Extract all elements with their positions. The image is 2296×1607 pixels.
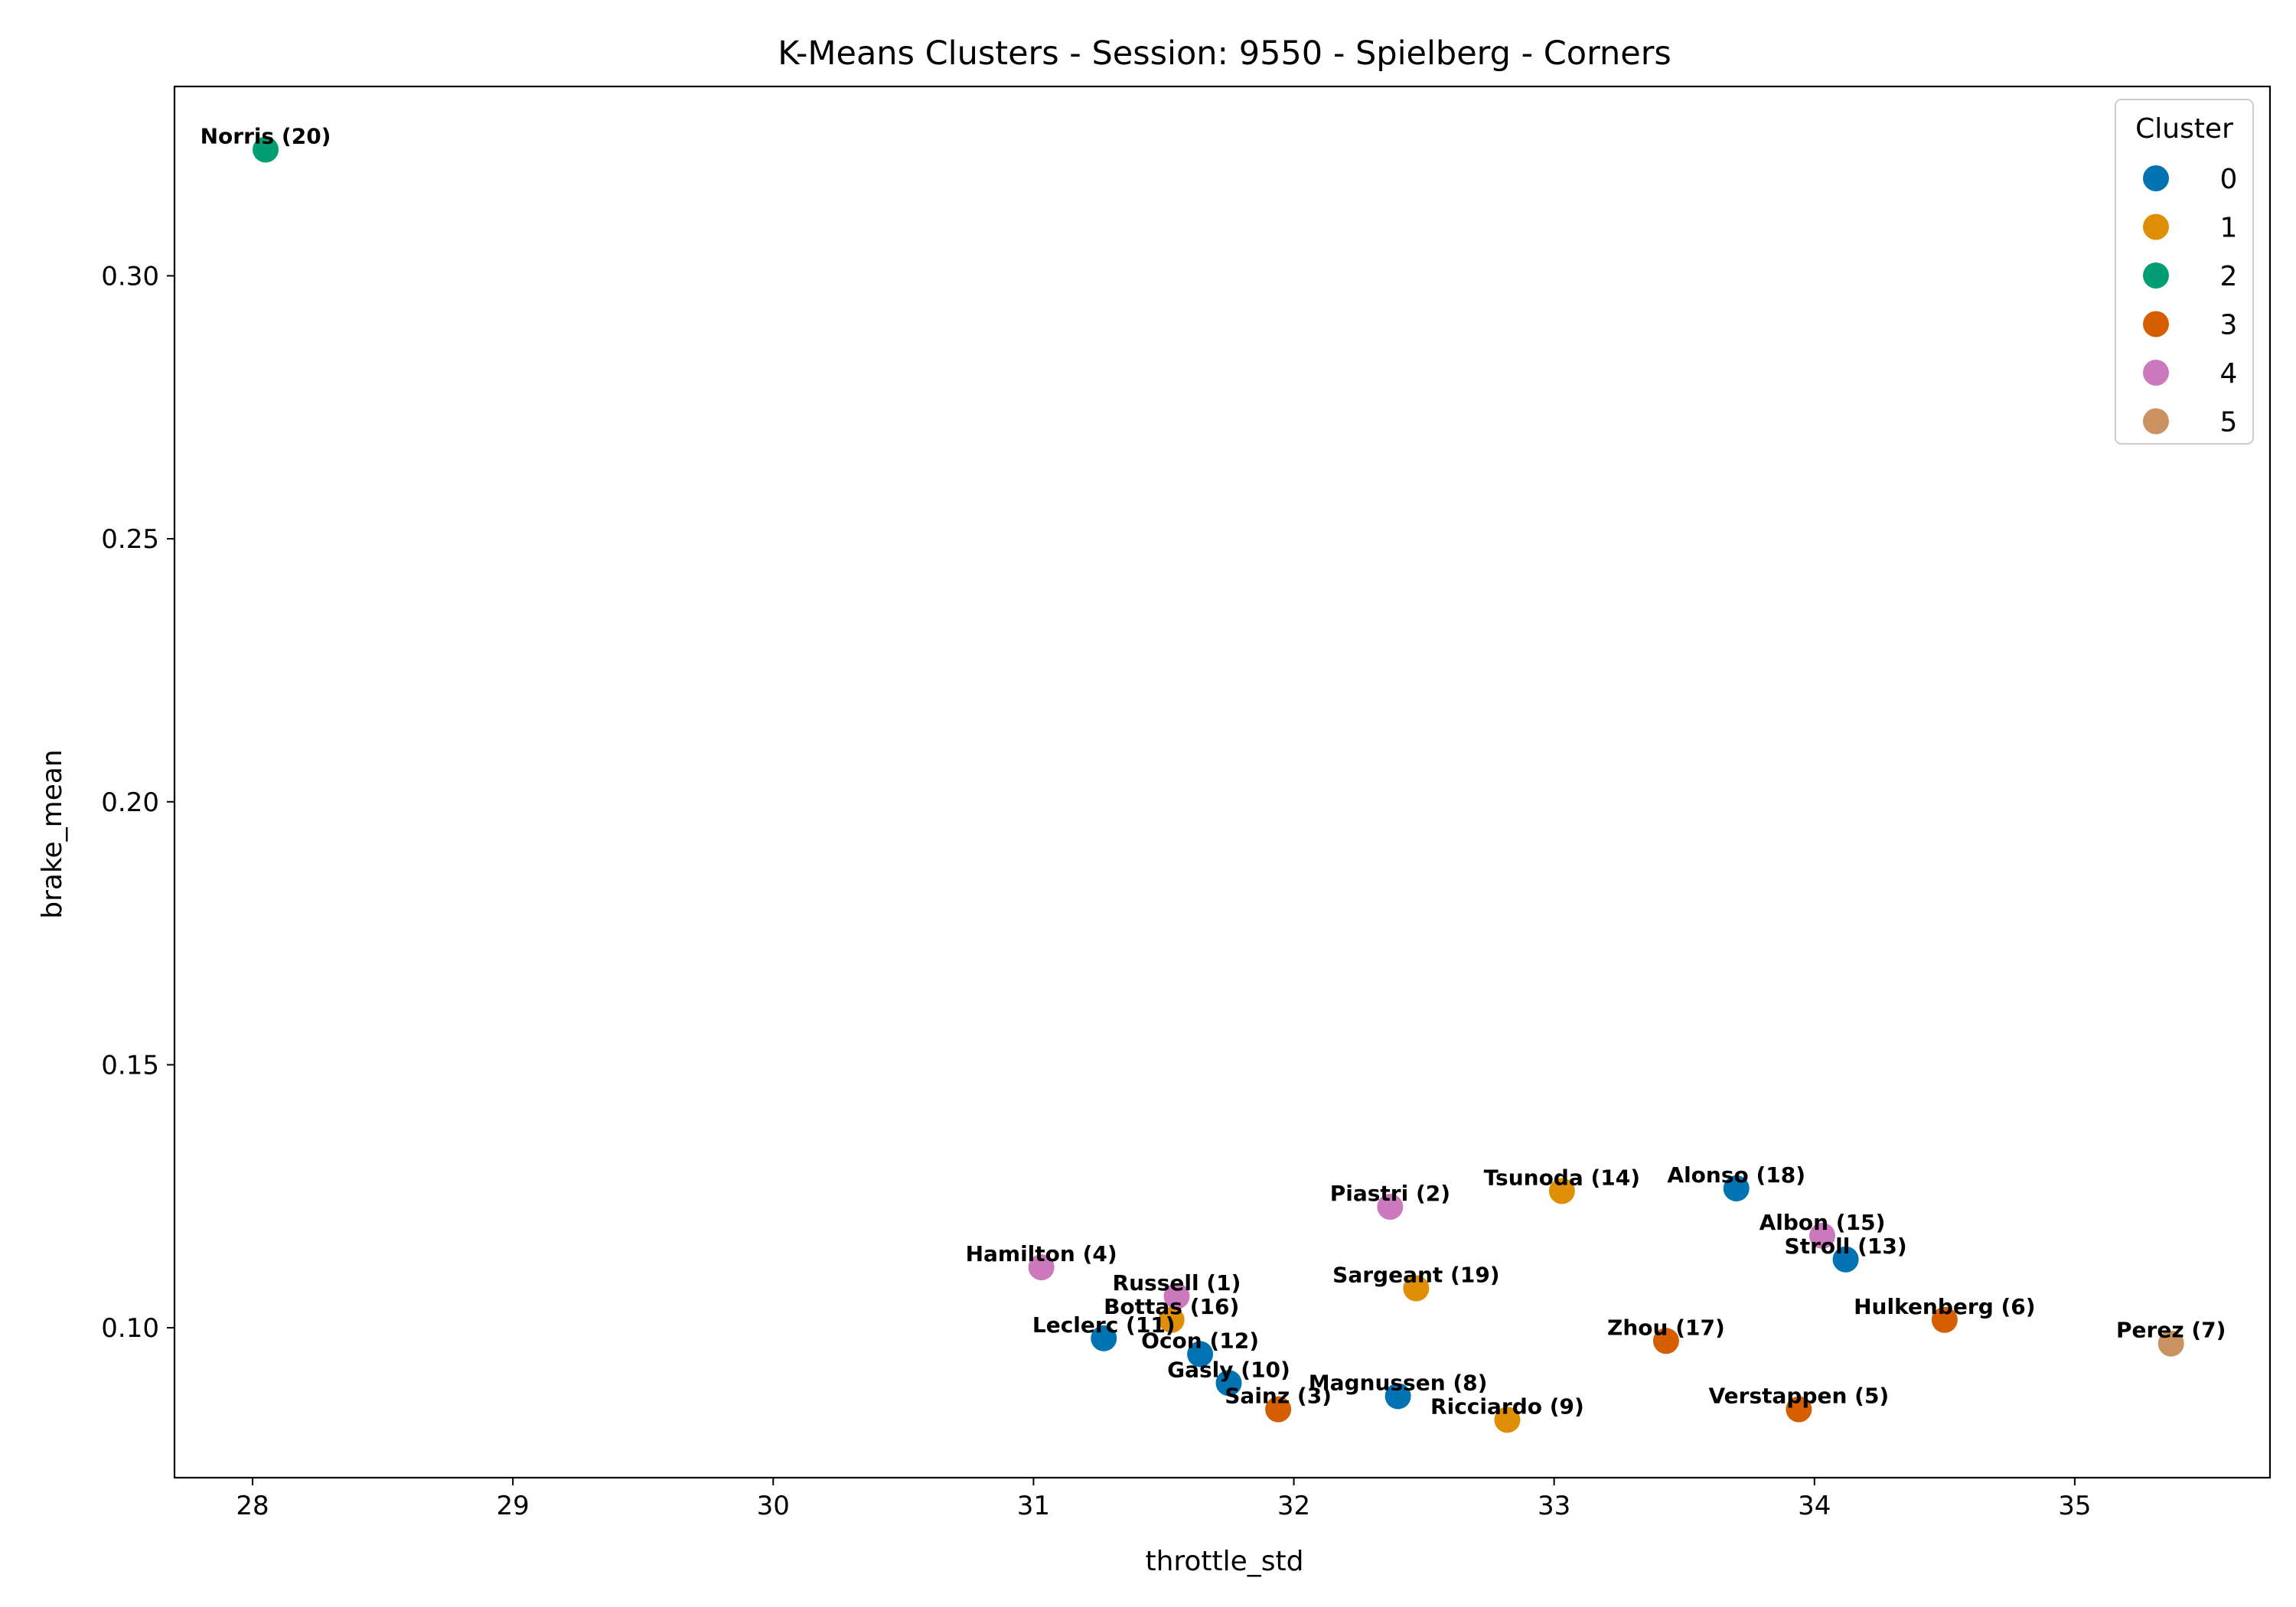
point-label: Leclerc (11) [1032, 1312, 1176, 1338]
data-point [1652, 1328, 1679, 1354]
axes: 28 29 30 31 32 33 34 350.100.150.200.250.30 [101, 85, 2272, 1521]
data-point [1187, 1341, 1214, 1367]
x-tick-label: 32 [1277, 1491, 1310, 1521]
legend-marker [2143, 165, 2169, 191]
x-tick-label: 29 [497, 1491, 530, 1521]
point-label: Magnussen (8) [1309, 1370, 1488, 1395]
data-point [1158, 1306, 1185, 1333]
point-label: Stroll (13) [1785, 1234, 1907, 1259]
x-tick-label: 28 [236, 1491, 269, 1521]
data-point [1215, 1370, 1242, 1397]
legend-entry-label: 5 [2220, 407, 2238, 438]
data-point [1723, 1175, 1750, 1201]
y-axis-label: brake_mean [37, 749, 68, 919]
legend-marker [2143, 311, 2169, 337]
point-label: Tsunoda (14) [1484, 1165, 1640, 1190]
x-tick-label: 34 [1798, 1491, 1831, 1521]
point-label: Sargeant (19) [1332, 1263, 1499, 1288]
legend-marker [2143, 408, 2169, 435]
x-tick-label: 31 [1017, 1491, 1050, 1521]
data-point [1494, 1407, 1521, 1433]
plot-frame [173, 85, 2272, 1479]
x-tick-label: 33 [1538, 1491, 1570, 1521]
y-tick-label: 0.15 [101, 1050, 159, 1081]
point-label: Alonso (18) [1667, 1162, 1805, 1188]
x-axis-label: throttle_std [1145, 1546, 1303, 1577]
legend-title: Cluster [2135, 113, 2233, 145]
data-point [1091, 1325, 1117, 1351]
legend-entry-label: 4 [2220, 358, 2238, 390]
point-label: Hamilton (4) [966, 1241, 1117, 1266]
point-label: Bottas (16) [1104, 1294, 1239, 1319]
data-point [1028, 1254, 1055, 1281]
legend-marker [2143, 360, 2169, 386]
point-label: Ricciardo (9) [1430, 1393, 1584, 1419]
point-label: Sainz (3) [1225, 1384, 1332, 1409]
legend-marker [2143, 262, 2169, 288]
x-tick-label: 35 [2058, 1491, 2091, 1521]
y-tick-label: 0.25 [101, 524, 159, 555]
legend-entry-label: 0 [2220, 164, 2238, 195]
data-point [1548, 1178, 1575, 1204]
legend-entry-label: 1 [2220, 213, 2238, 244]
data-point [1384, 1383, 1411, 1410]
legend-entry-label: 3 [2220, 310, 2238, 341]
point-label: Perez (7) [2116, 1318, 2226, 1343]
y-tick-label: 0.10 [101, 1313, 159, 1344]
data-point [1403, 1275, 1430, 1302]
chart-title: K-Means Clusters - Session: 9550 - Spiel… [778, 34, 1671, 73]
y-tick-label: 0.30 [101, 261, 159, 292]
x-tick-label: 30 [757, 1491, 790, 1521]
point-label: Piastri (2) [1330, 1181, 1450, 1206]
data-point [1265, 1396, 1292, 1423]
data-point [253, 136, 279, 163]
point-label: Hulkenberg (6) [1854, 1294, 2035, 1319]
point-label: Russell (1) [1113, 1270, 1241, 1296]
data-point [1808, 1222, 1835, 1249]
legend-marker [2143, 214, 2169, 240]
data-point [1163, 1283, 1190, 1309]
point-label: Verstappen (5) [1709, 1384, 1890, 1409]
point-label: Zhou (17) [1607, 1315, 1725, 1340]
data-point [1377, 1194, 1404, 1221]
data-point [1931, 1306, 1958, 1333]
legend-entry-label: 2 [2220, 261, 2238, 292]
legend: Cluster 0 1 2 3 4 5 [2115, 99, 2254, 445]
point-label: Albon (15) [1760, 1210, 1886, 1235]
y-tick-label: 0.20 [101, 787, 159, 818]
data-point [1832, 1246, 1859, 1273]
point-label: Ocon (12) [1141, 1328, 1259, 1353]
point-label: Norris (20) [201, 123, 331, 148]
data-point [1786, 1396, 1812, 1423]
plot-area: Norris (20) Piastri (2) Tsunoda (14) Alonso… [201, 123, 2226, 1433]
point-label: Gasly (10) [1167, 1357, 1290, 1382]
data-point [2157, 1330, 2184, 1357]
